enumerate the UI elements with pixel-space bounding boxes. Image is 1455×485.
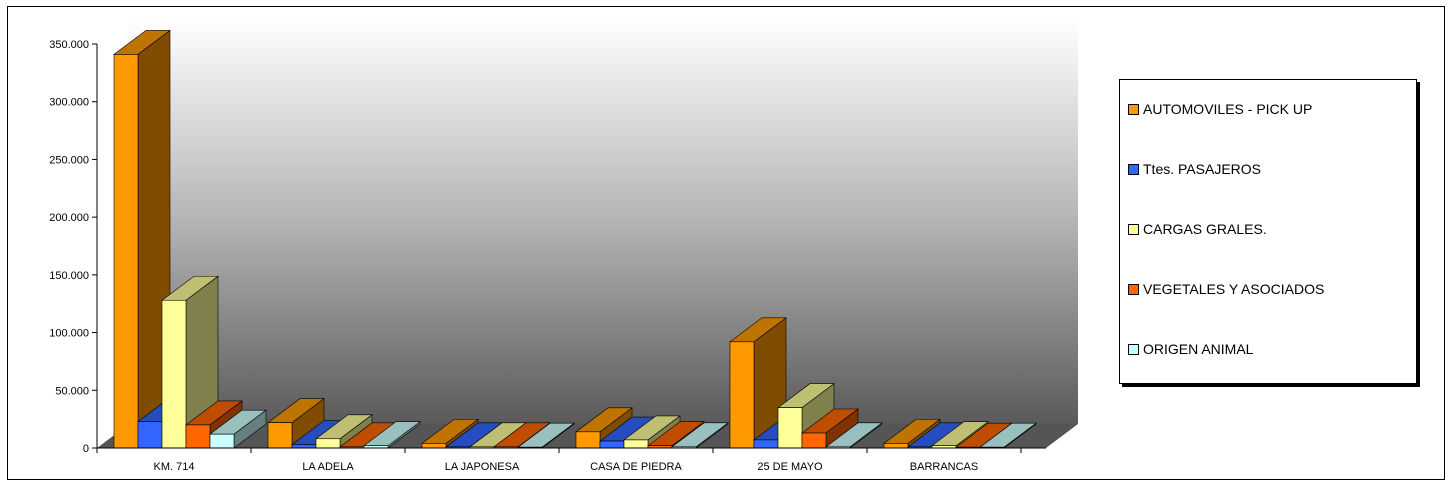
legend: AUTOMOVILES - PICK UP Ttes. PASAJEROS CARG… — [1119, 79, 1417, 384]
bar — [161, 275, 219, 449]
bar-front — [623, 439, 649, 449]
bar-front — [729, 341, 755, 449]
legend-label: AUTOMOVILES - PICK UP — [1143, 101, 1313, 117]
bar — [113, 29, 171, 449]
bar-front — [291, 444, 317, 449]
bar-front — [575, 431, 601, 449]
chart-frame: 0 50.000 100.000 150.000 200.000 250.000 300.0… — [7, 6, 1445, 480]
bar — [209, 409, 267, 449]
bar — [979, 422, 1037, 449]
x-tick-label: LA JAPONESA — [445, 461, 520, 473]
x-axis: KM. 714 LA ADELA LA JAPONESA CASA DE PIEDRA… — [96, 447, 1046, 473]
bar-front — [801, 432, 827, 449]
x-tick-label: CASA DE PIEDRA — [590, 461, 682, 473]
bar-front — [753, 439, 779, 449]
bar-front — [185, 424, 211, 449]
y-tick-label: 350.000 — [49, 39, 89, 51]
legend-item: ORIGEN ANIMAL — [1128, 339, 1253, 359]
bar-front — [161, 299, 187, 449]
legend-label: VEGETALES Y ASOCIADOS — [1143, 281, 1325, 297]
legend-label: ORIGEN ANIMAL — [1143, 341, 1254, 357]
legend-swatch — [1128, 343, 1139, 355]
legend-item: Ttes. PASAJEROS — [1128, 159, 1261, 179]
bars — [113, 29, 1037, 449]
bar-front — [137, 421, 163, 449]
back-wall — [129, 20, 1078, 424]
x-tick-label: BARRANCAS — [910, 461, 978, 473]
legend-item: AUTOMOVILES - PICK UP — [1128, 99, 1312, 119]
y-tick-label: 0 — [83, 443, 89, 455]
x-tick-label: 25 DE MAYO — [757, 461, 823, 473]
legend-swatch — [1128, 283, 1139, 295]
y-tick-label: 50.000 — [55, 385, 89, 397]
legend-label: Ttes. PASAJEROS — [1143, 161, 1261, 177]
bar — [267, 398, 325, 449]
bar-chart-3d: 0 50.000 100.000 150.000 200.000 250.000 300.0… — [49, 20, 1078, 473]
y-tick-label: 250.000 — [49, 154, 89, 166]
bar-front — [421, 443, 447, 449]
bar-front — [883, 443, 909, 449]
bar-front — [315, 438, 341, 449]
legend-swatch — [1128, 223, 1139, 235]
y-tick-label: 100.000 — [49, 328, 89, 340]
bar-front — [209, 433, 235, 449]
x-tick-label: KM. 714 — [154, 461, 195, 473]
bar-front — [599, 440, 625, 449]
bar — [363, 421, 421, 449]
legend-item: VEGETALES Y ASOCIADOS — [1128, 279, 1324, 299]
legend-label: CARGAS GRALES. — [1143, 221, 1267, 237]
y-tick-label: 200.000 — [49, 212, 89, 224]
y-tick-label: 150.000 — [49, 270, 89, 282]
bar — [801, 408, 859, 449]
legend-swatch — [1128, 163, 1139, 175]
bar-front — [777, 407, 803, 449]
y-tick-label: 300.000 — [49, 97, 89, 109]
bar — [671, 422, 729, 449]
bar-front — [267, 422, 293, 449]
legend-item: CARGAS GRALES. — [1128, 219, 1267, 239]
bar-front — [113, 54, 139, 449]
y-axis: 0 50.000 100.000 150.000 200.000 250.000 300.0… — [49, 39, 98, 455]
x-tick-label: LA ADELA — [302, 461, 354, 473]
legend-swatch — [1128, 103, 1139, 115]
plot-background — [97, 20, 1078, 448]
